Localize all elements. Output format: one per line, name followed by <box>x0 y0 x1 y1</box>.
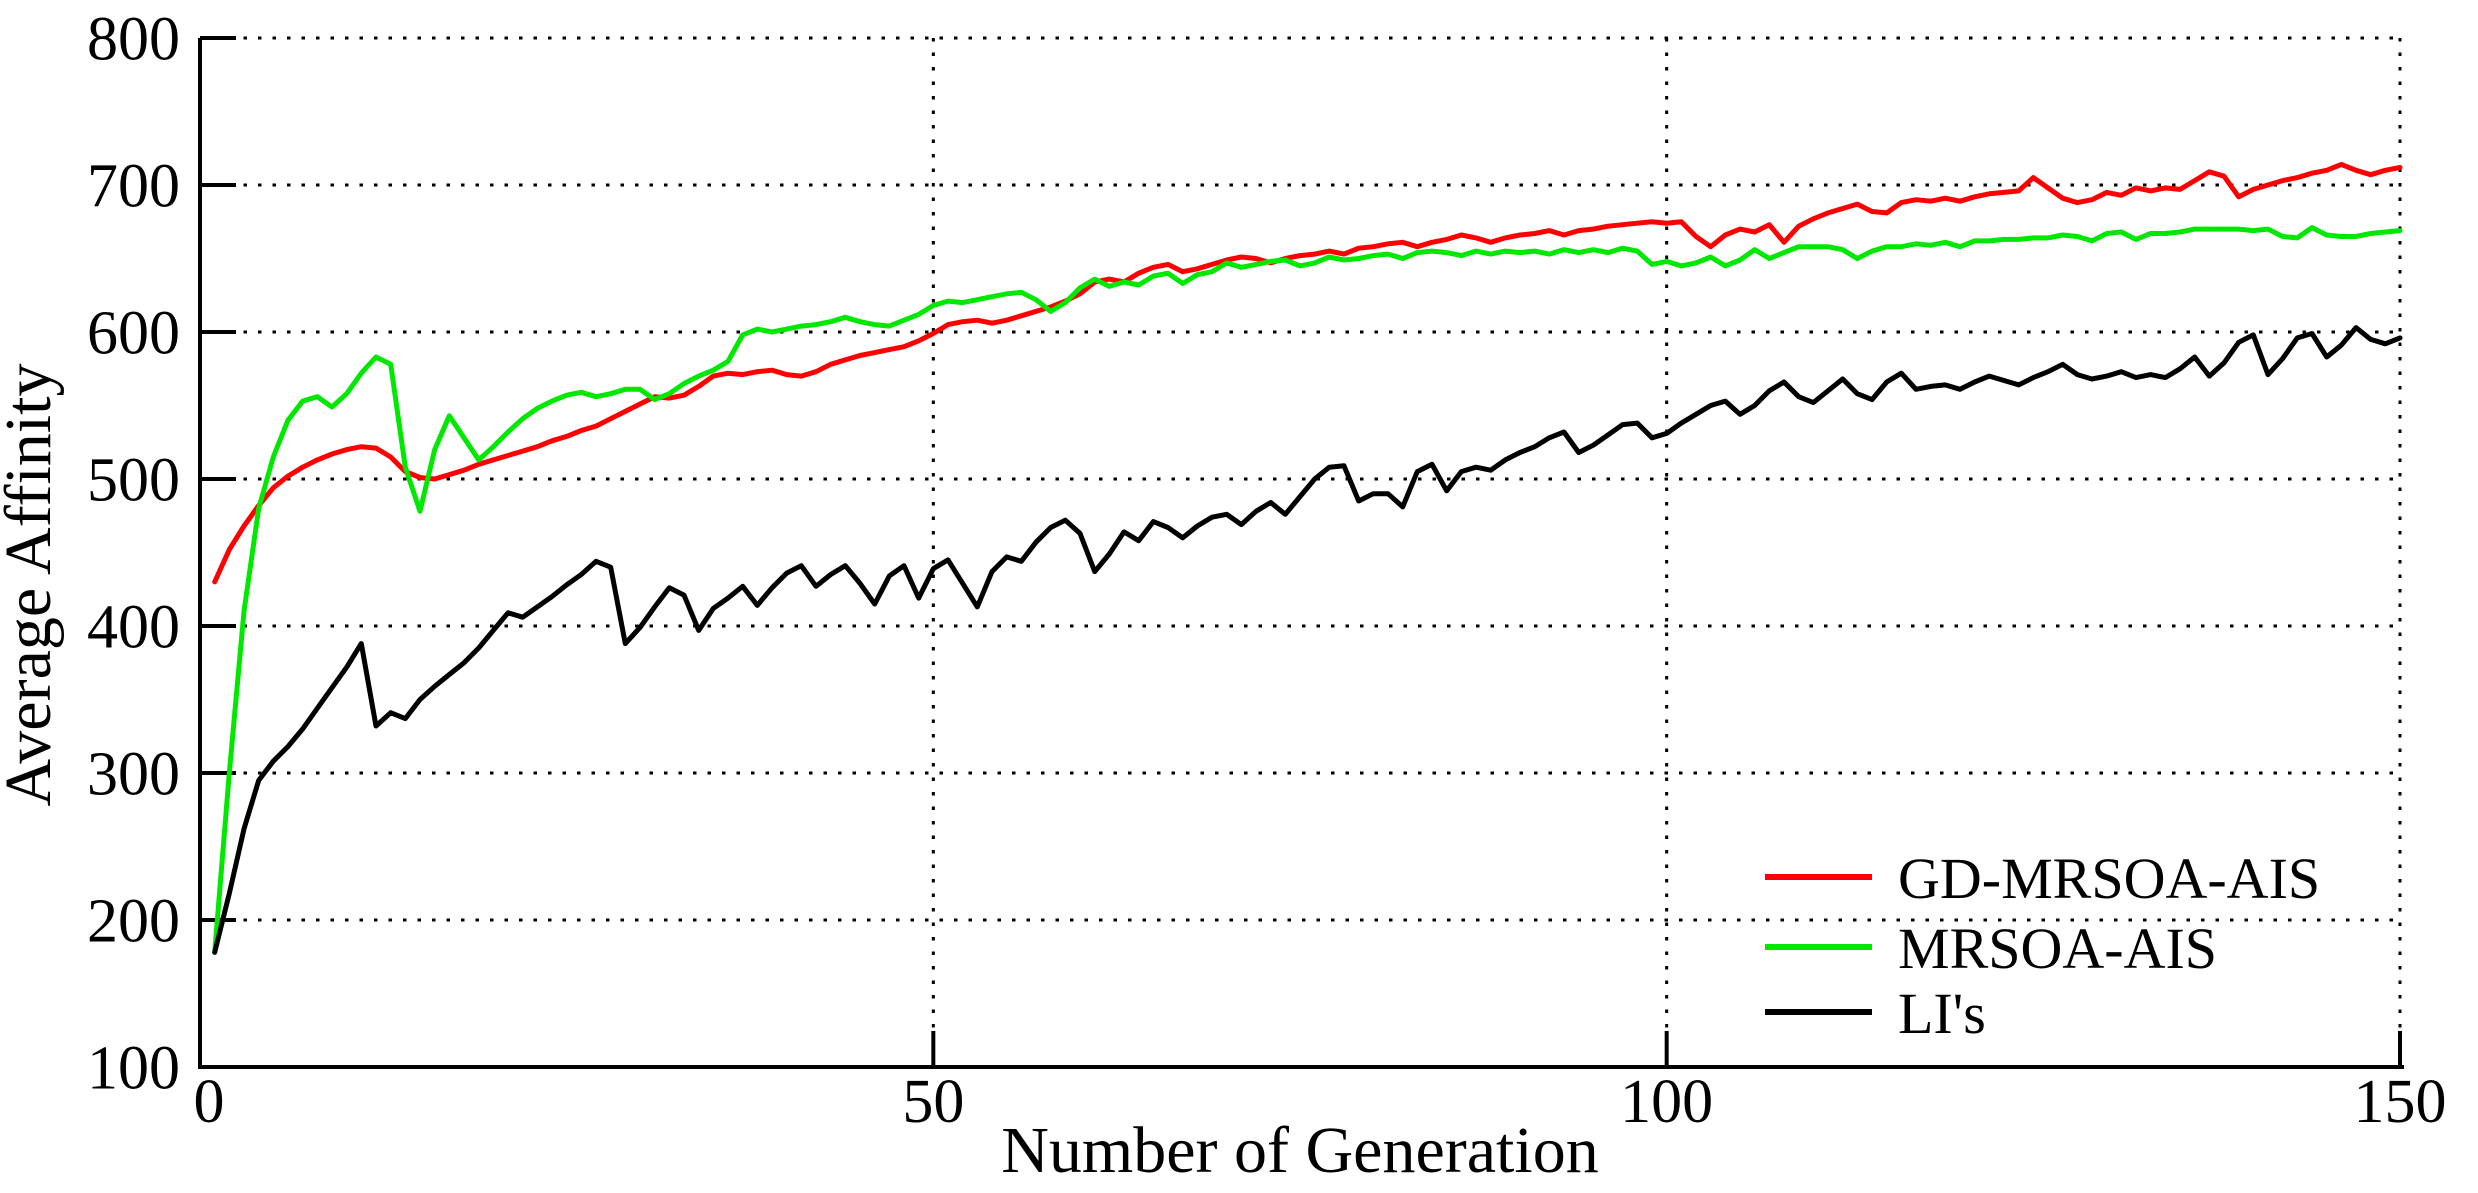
series-line-mrsoa-ais <box>212 225 2403 955</box>
legend: GD-MRSOA-AIS MRSOA-AIS LI's <box>1765 846 2320 1046</box>
x-axis-title: Number of Generation <box>1001 1114 1598 1187</box>
legend-label-lis: LI's <box>1898 981 1986 1046</box>
y-axis-title: Average Affinity <box>0 364 65 807</box>
x-tick-label-150: 150 <box>2354 1068 2447 1136</box>
series-line-gd-mrsoa-ais <box>212 161 2403 585</box>
y-tick-label-200: 200 <box>87 888 180 956</box>
x-tick-label-100: 100 <box>1620 1068 1713 1136</box>
y-tick-label-300: 300 <box>87 741 180 809</box>
legend-label-mrsoa-ais: MRSOA-AIS <box>1898 916 2217 981</box>
x-tick-label-0: 0 <box>194 1068 225 1136</box>
y-tick-label-700: 700 <box>87 153 180 221</box>
y-tick-label-800: 800 <box>87 6 180 74</box>
y-tick-label-500: 500 <box>87 447 180 515</box>
plot-area: 100 200 300 400 500 600 700 800 0 50 100 150 <box>87 6 2447 1136</box>
y-tick-label-600: 600 <box>87 300 180 368</box>
y-tick-label-400: 400 <box>87 594 180 662</box>
legend-label-gd-mrsoa-ais: GD-MRSOA-AIS <box>1898 846 2320 911</box>
y-tick-label-100: 100 <box>87 1035 180 1103</box>
series-line-li-s <box>212 325 2403 955</box>
x-tick-label-50: 50 <box>902 1068 964 1136</box>
